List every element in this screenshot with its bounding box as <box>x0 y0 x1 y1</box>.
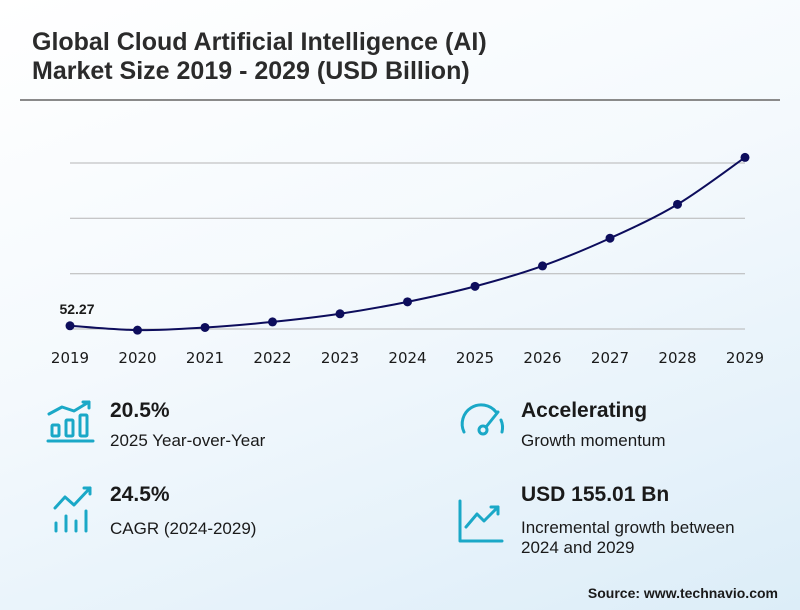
chart-points <box>65 152 750 335</box>
stat-incremental: USD 155.01 Bn Incremental growth between… <box>456 483 776 563</box>
data-point-2019 <box>65 321 75 331</box>
x-tick-label-2027: 2027 <box>591 349 629 367</box>
stat-incremental-value: USD 155.01 Bn <box>521 483 670 506</box>
x-tick-label-2022: 2022 <box>253 349 291 367</box>
data-point-2025 <box>470 281 480 291</box>
x-tick-label-2024: 2024 <box>388 349 426 367</box>
x-tick-label-2029: 2029 <box>726 349 764 367</box>
x-tick-label-2020: 2020 <box>118 349 156 367</box>
bar-chart-growth-icon <box>46 400 95 443</box>
data-point-2027 <box>605 233 615 243</box>
line-chart: 2019 2020 2021 2022 2023 2024 2025 2026 2027 2028… <box>51 152 764 367</box>
speedometer-icon <box>460 403 504 436</box>
x-tick-label-2019: 2019 <box>51 349 89 367</box>
data-point-2020 <box>133 325 142 335</box>
trend-up-chart-icon <box>458 499 504 543</box>
stat-momentum: Accelerating Growth momentum <box>458 398 778 458</box>
data-point-2028 <box>673 199 682 209</box>
x-tick-label-2023: 2023 <box>321 349 359 367</box>
stat-cagr-label: CAGR (2024-2029) <box>110 519 257 538</box>
source-credit: Source: www.technavio.com <box>587 585 778 601</box>
stat-yoy-label: 2025 Year-over-Year <box>110 431 266 450</box>
chart-title-line2: Market Size 2019 - 2029 (USD Billion) <box>32 57 470 85</box>
stat-cagr-value: 24.5% <box>110 483 170 506</box>
data-point-2021 <box>200 322 210 332</box>
x-tick-label-2021: 2021 <box>186 349 224 367</box>
trend-bars-icon <box>53 486 92 533</box>
stat-cagr: 24.5% CAGR (2024-2029) <box>52 483 382 543</box>
chart-title: Global Cloud Artificial Intelligence (AI… <box>32 28 732 86</box>
stat-incremental-label: Incremental growth between 2024 and 2029 <box>521 518 735 557</box>
data-point-2029 <box>740 152 750 162</box>
x-tick-label-2025: 2025 <box>456 349 494 367</box>
data-point-2022 <box>268 317 277 327</box>
stat-momentum-label: Growth momentum <box>521 431 666 450</box>
data-point-2026 <box>538 261 547 271</box>
data-labels: 52.27 <box>59 301 94 317</box>
stat-yoy: 20.5% 2025 Year-over-Year <box>46 398 386 458</box>
stat-yoy-value: 20.5% <box>110 399 170 422</box>
x-axis-ticks: 2019 2020 2021 2022 2023 2024 2025 2026 2027 2028… <box>51 349 764 367</box>
stat-momentum-value: Accelerating <box>521 399 648 422</box>
chart-title-line1: Global Cloud Artificial Intelligence (AI… <box>32 28 487 56</box>
x-tick-label-2026: 2026 <box>523 349 561 367</box>
x-tick-label-2028: 2028 <box>658 349 696 367</box>
data-point-2023 <box>335 309 345 319</box>
data-label-2019: 52.27 <box>59 301 94 317</box>
data-point-2024 <box>403 297 412 307</box>
title-divider <box>20 99 780 101</box>
